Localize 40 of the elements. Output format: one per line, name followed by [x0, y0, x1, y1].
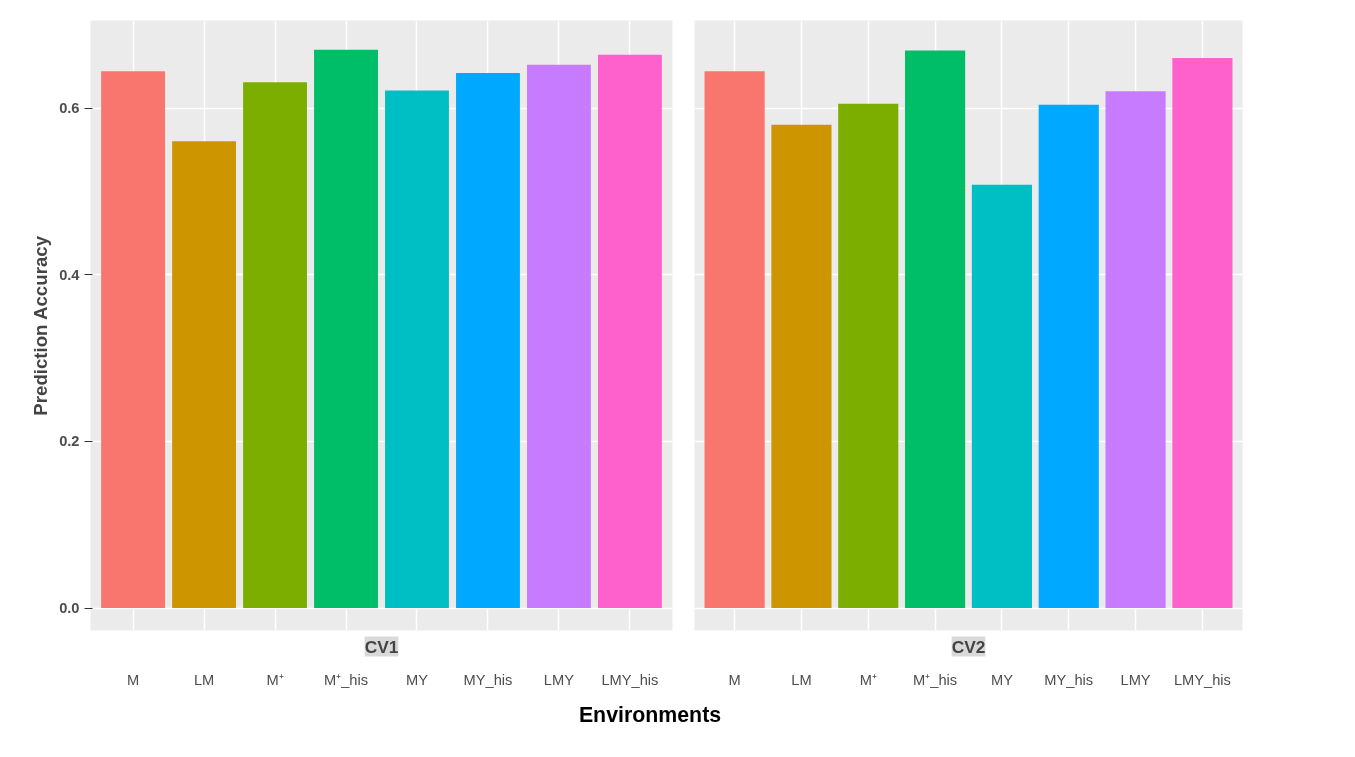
bar	[314, 49, 378, 608]
y-axis-title: Prediction Accuracy	[30, 235, 52, 416]
y-tick-label: 0.6	[59, 100, 80, 116]
text: CV2	[951, 636, 986, 657]
bar	[243, 82, 307, 608]
bar	[527, 64, 591, 608]
bar	[704, 71, 765, 608]
x-tick-label: LMY_his	[1173, 671, 1231, 688]
bar	[456, 73, 520, 608]
x-tick-label: LMY	[543, 671, 575, 688]
bar	[172, 141, 236, 608]
x-tick-label: M	[728, 671, 741, 688]
bar	[1172, 58, 1233, 608]
x-tick-label: MY_his	[1044, 671, 1094, 688]
x-tick-label: MY	[406, 671, 429, 688]
y-tick-label: 0.2	[59, 433, 80, 450]
bar	[1038, 104, 1099, 608]
x-tick-label: M⁺	[859, 671, 877, 688]
x-tick-label: MY_his	[463, 671, 513, 688]
bar	[905, 50, 966, 608]
x-tick-label: LMY	[1120, 671, 1151, 688]
bar	[597, 54, 662, 608]
x-tick-label: M	[126, 671, 140, 688]
x-tick-label: M⁺_his	[323, 671, 369, 688]
bar	[771, 124, 832, 608]
bar	[1105, 91, 1166, 608]
x-tick-label: LM	[791, 671, 812, 688]
y-tick-label: 0.4	[59, 266, 81, 283]
x-tick-label: LM	[193, 671, 215, 688]
x-tick-label: MY	[990, 671, 1014, 688]
x-tick-label: M⁺	[266, 671, 284, 688]
y-tick-label: 0.0	[59, 600, 80, 616]
text: CV1	[364, 636, 399, 657]
x-axis-title: Environments	[578, 702, 722, 729]
x-tick-label: M⁺_his	[913, 671, 958, 688]
x-tick-label: LMY_his	[601, 671, 659, 688]
bar	[101, 71, 166, 608]
bar	[971, 184, 1032, 608]
bar	[385, 90, 449, 608]
bar	[838, 103, 899, 608]
